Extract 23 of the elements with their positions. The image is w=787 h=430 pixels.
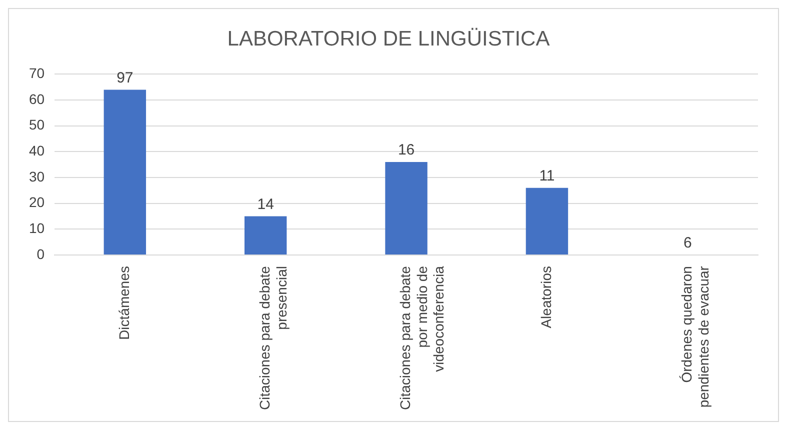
annotation: 97 <box>116 69 134 86</box>
annotation: 6 <box>683 234 692 252</box>
y-tick-label: 70 <box>28 65 45 82</box>
bar <box>104 90 146 255</box>
annotation: 16 <box>398 142 415 159</box>
x-tick-label: Citaciones para debate por medio de videoconferencia <box>397 266 447 410</box>
x-tick-label: Órdenes quedaron pendientes de evacuar <box>678 266 712 408</box>
y-tick-label: 0 <box>36 246 45 262</box>
x-tick-label: Aleatorios <box>538 266 554 328</box>
y-tick-label: 10 <box>28 220 45 236</box>
annotation: 11 <box>539 167 555 184</box>
y-tick-label: 40 <box>28 142 45 159</box>
bar <box>244 216 287 255</box>
x-tick-label: Dictámenes <box>116 266 132 340</box>
x-tick-label: Citaciones para debate presencial <box>256 266 290 410</box>
y-tick-label: 50 <box>28 116 45 133</box>
annotation: 14 <box>257 196 274 213</box>
y-tick-label: 30 <box>28 168 45 184</box>
bar <box>385 162 428 255</box>
bar <box>526 188 568 255</box>
y-tick-label: 60 <box>28 90 45 107</box>
chart-title: LABORATORIO DE LINGÜISTICA <box>227 27 550 50</box>
y-tick-label: 20 <box>28 194 45 210</box>
